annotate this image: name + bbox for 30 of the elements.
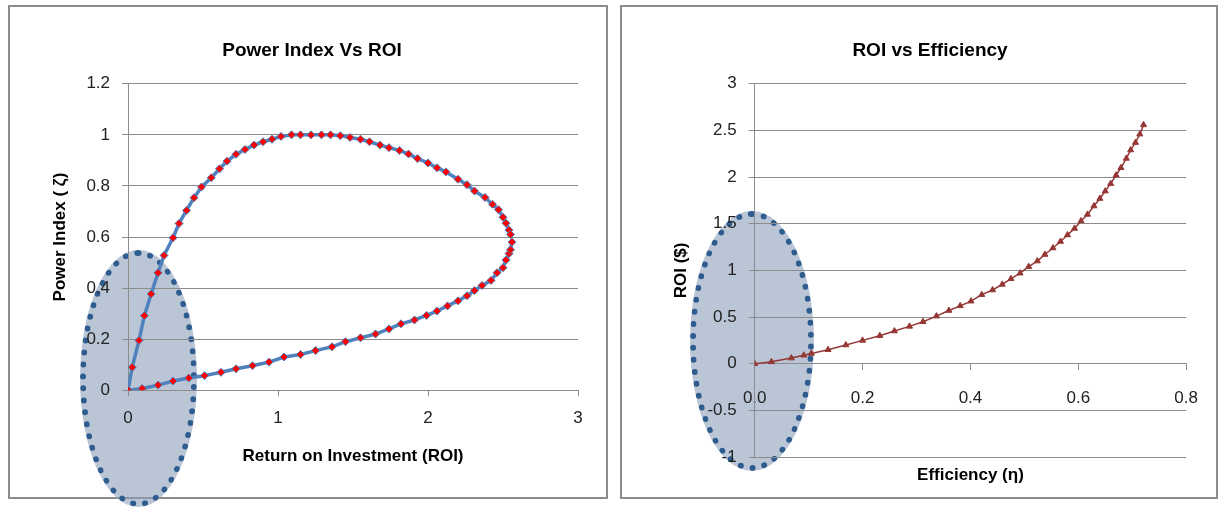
y-tick-label: -1 <box>721 446 737 466</box>
x-tick-label: 0.2 <box>850 387 875 407</box>
y-axis-title: Power Index ( ζ) <box>49 172 69 302</box>
chart-title: Power Index Vs ROI <box>222 38 402 60</box>
y-tick-label: 3 <box>727 73 737 93</box>
y-tick-label: -0.5 <box>707 400 737 420</box>
x-tick-label: 0.8 <box>1174 387 1198 407</box>
y-tick-label: 0.5 <box>713 306 737 326</box>
chart-title: ROI vs Efficiency <box>852 38 1009 60</box>
x-tick-label: 0.0 <box>742 387 767 407</box>
y-tick-label: 1 <box>727 260 737 280</box>
x-tick-label: 2 <box>423 408 433 428</box>
y-axis-title: ROI ($) <box>670 242 690 299</box>
x-tick-label: 0.6 <box>1066 387 1091 407</box>
y-tick-label: 1.2 <box>86 73 111 93</box>
y-tick-label: 0.4 <box>86 277 111 297</box>
x-tick-label: 0 <box>123 408 133 428</box>
y-tick-label: 2.5 <box>713 120 737 140</box>
x-axis-title: Return on Investment (ROI) <box>242 446 464 466</box>
y-tick-label: 0.8 <box>86 175 111 195</box>
y-tick-label: 0.6 <box>86 226 111 246</box>
y-tick-label: 2 <box>727 166 737 186</box>
x-tick-label: 1 <box>273 408 283 428</box>
y-tick-label: 0.2 <box>86 328 111 348</box>
y-tick-label: 1.5 <box>713 213 737 233</box>
x-axis-title: Efficiency (η) <box>917 465 1024 485</box>
y-tick-label: 1 <box>100 124 111 144</box>
x-tick-label: 3 <box>573 408 583 428</box>
x-tick-label: 0.4 <box>958 387 983 407</box>
y-tick-label: 0 <box>727 353 737 373</box>
